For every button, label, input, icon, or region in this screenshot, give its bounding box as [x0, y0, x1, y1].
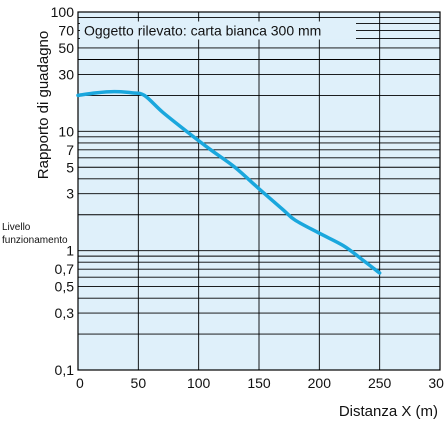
operating-level-label-line2: funzionamento: [2, 235, 68, 246]
y-tick-labels: 0,1 0,3 0,5 0,7 1 3 57 10 30 50 70 100: [51, 4, 75, 378]
x-tick-label: 300: [428, 375, 444, 391]
y-tick-label: 5: [66, 159, 74, 175]
y-tick-label: 30: [58, 66, 74, 82]
x-tick-label: 50: [131, 375, 147, 391]
y-tick-label: 70: [58, 22, 74, 38]
y-tick-label: 50: [58, 40, 74, 56]
y-axis-label: Rapporto di guadagno: [35, 31, 52, 179]
operating-level-label-line1: Livello: [2, 222, 31, 233]
y-tick-label: 0,5: [55, 279, 75, 295]
y-tick-label: 3: [66, 186, 74, 202]
series-line: [76, 89, 382, 275]
x-tick-label: 150: [247, 375, 271, 391]
y-tick-label: 10: [58, 123, 74, 139]
x-tick-label: 100: [187, 375, 211, 391]
y-tick-label: 0,1: [55, 362, 75, 378]
y-tick-label: 0,7: [55, 261, 75, 277]
x-tick-label: 250: [368, 375, 392, 391]
x-axis-label: Distanza X (m): [339, 403, 438, 420]
y-tick-label: 1: [66, 243, 74, 259]
y-tick-label: 100: [51, 4, 75, 20]
y-tick-label: 0,3: [55, 305, 75, 321]
x-tick-label: 0: [76, 375, 84, 391]
annotation-background: [80, 21, 356, 40]
annotation-label: Oggetto rilevato: carta bianca 300 mm: [84, 22, 321, 38]
x-tick-labels: 0 50 100 150 200 250 300: [76, 375, 444, 391]
x-tick-label: 200: [308, 375, 332, 391]
y-tick-label: 7: [66, 142, 74, 158]
